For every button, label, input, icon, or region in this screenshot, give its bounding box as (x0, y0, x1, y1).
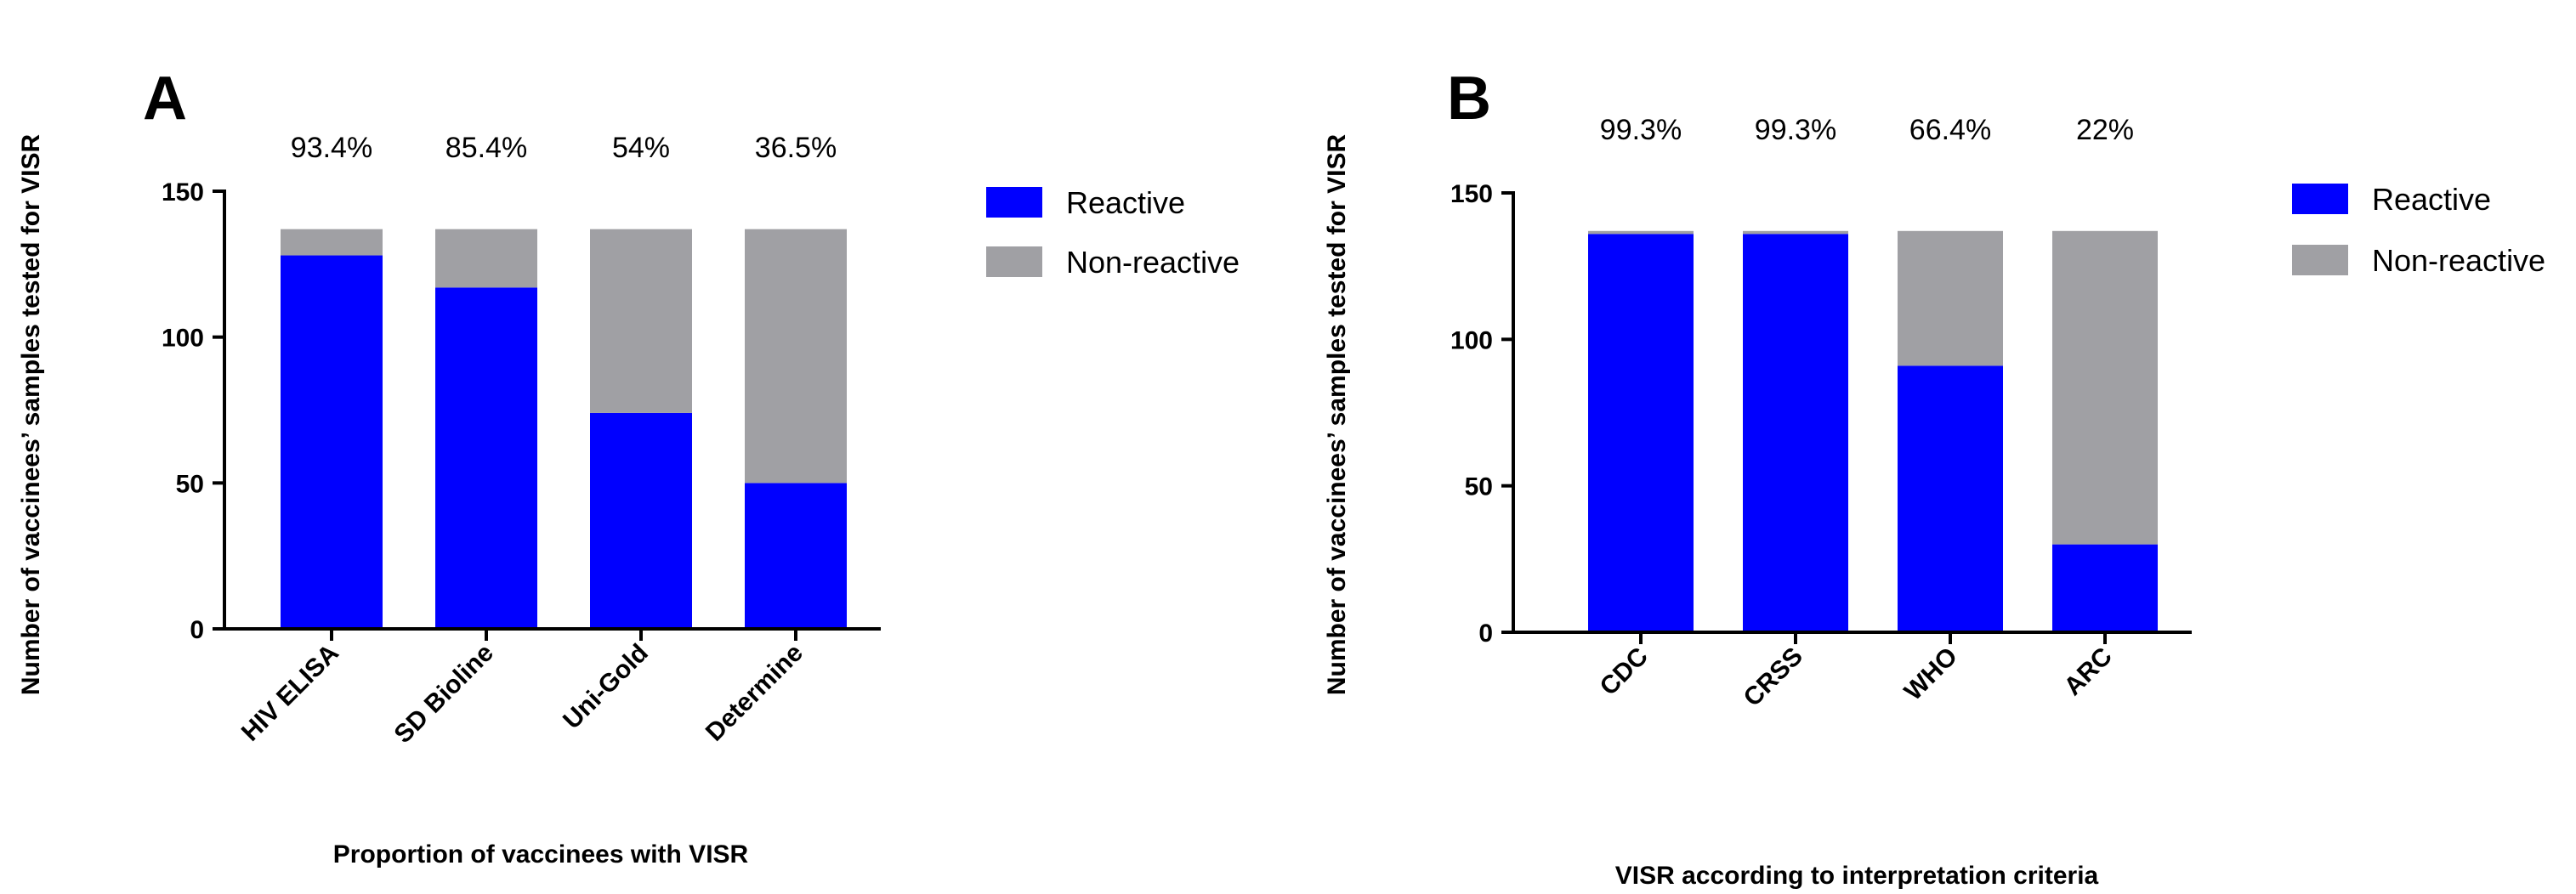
panel-letter-b: B (1447, 65, 1491, 133)
legend-label-non-reactive-b: Non-reactive (2372, 243, 2545, 278)
chart-panel-b: B 99.3% 99.3% 66.4% 22% 0 50 100 150 CDC CRSS WH… (1323, 65, 2545, 890)
x-axis-title-b: VISR according to interpretation criteri… (1615, 862, 2099, 890)
percent-labels-a: 93.4% 85.4% 54% 36.5% (291, 132, 837, 164)
axes-b (1512, 191, 2192, 634)
x-tick-label-determine-a: Determine (701, 639, 809, 747)
x-tick-label-sd-bioline-a: SD Bioline (389, 639, 499, 749)
percent-label-determine-a: 36.5% (755, 132, 837, 164)
y-tick-label-150-b: 150 (1450, 180, 1493, 208)
y-tick-label-150-a: 150 (162, 178, 204, 207)
x-tick-label-crss-b: CRSS (1739, 642, 1808, 712)
y-tick-label-0-a: 0 (190, 616, 204, 644)
panel-letter-a: A (143, 65, 187, 133)
legend-b: Reactive Non-reactive (2292, 182, 2545, 278)
percent-label-arc-b: 22% (2076, 114, 2134, 146)
y-tick-label-100-a: 100 (162, 325, 204, 353)
percent-label-who-b: 66.4% (1909, 114, 1991, 146)
y-tick-label-50-b: 50 (1465, 473, 1493, 501)
bar-non-reactive-arc-b (2052, 230, 2158, 545)
bar-reactive-arc-b (2052, 544, 2158, 632)
bars-b (1588, 230, 2158, 632)
bar-reactive-hiv-elisa-a (281, 255, 383, 629)
x-tick-label-hiv-elisa-a: HIV ELISA (236, 639, 344, 747)
legend-label-reactive-b: Reactive (2372, 182, 2491, 217)
legend-label-non-reactive-a: Non-reactive (1066, 245, 1240, 280)
bar-non-reactive-who-b (1898, 230, 2003, 366)
bar-reactive-determine-a (745, 483, 847, 629)
bars-a (281, 229, 847, 629)
x-tick-label-uni-gold-a: Uni-Gold (558, 639, 654, 735)
legend-a: Reactive Non-reactive (986, 185, 1240, 280)
y-tick-label-100-b: 100 (1450, 326, 1493, 354)
percent-label-cdc-b: 99.3% (1600, 114, 1682, 146)
y-axis-title-b: Number of vaccinees’ samples tested for … (1323, 134, 1351, 696)
y-axis-title-a: Number of vaccinees’ samples tested for … (17, 134, 45, 696)
y-ticks-b: 0 50 100 150 (1450, 180, 1513, 648)
bar-reactive-who-b (1898, 365, 2003, 632)
bar-reactive-sd-bioline-a (435, 287, 537, 629)
x-ticks-a: HIV ELISA SD Bioline Uni-Gold Determine (236, 629, 809, 749)
x-tick-label-arc-b: ARC (2059, 642, 2118, 701)
legend-swatch-non-reactive-a (986, 246, 1042, 277)
percent-label-sd-bioline-a: 85.4% (445, 132, 527, 164)
bar-reactive-cdc-b (1588, 234, 1694, 632)
legend-swatch-reactive-a (986, 187, 1042, 218)
bar-reactive-uni-gold-a (590, 412, 692, 629)
y-ticks-a: 0 50 100 150 (162, 178, 224, 644)
x-tick-label-cdc-b: CDC (1595, 642, 1654, 701)
bar-reactive-crss-b (1743, 234, 1848, 632)
x-ticks-b: CDC CRSS WHO ARC (1595, 632, 2118, 712)
chart-panel-a: A 93.4% 85.4% 54% 36.5% 0 50 100 150 HIV ELISA… (17, 65, 1240, 869)
y-tick-label-0-b: 0 (1478, 620, 1493, 648)
legend-label-reactive-a: Reactive (1066, 185, 1185, 220)
percent-labels-b: 99.3% 99.3% 66.4% 22% (1600, 114, 2134, 146)
bar-non-reactive-cdc-b (1588, 230, 1694, 235)
y-tick-label-50-a: 50 (176, 470, 204, 498)
legend-swatch-reactive-b (2292, 184, 2348, 214)
percent-label-hiv-elisa-a: 93.4% (291, 132, 372, 164)
percent-label-crss-b: 99.3% (1755, 114, 1836, 146)
bar-non-reactive-sd-bioline-a (435, 229, 537, 288)
bar-non-reactive-hiv-elisa-a (281, 229, 383, 256)
x-tick-label-who-b: WHO (1899, 642, 1963, 706)
percent-label-uni-gold-a: 54% (612, 132, 670, 164)
x-axis-title-a: Proportion of vaccinees with VISR (333, 840, 749, 869)
legend-swatch-non-reactive-b (2292, 245, 2348, 275)
bar-non-reactive-crss-b (1743, 230, 1848, 235)
bar-non-reactive-determine-a (745, 229, 847, 484)
bar-non-reactive-uni-gold-a (590, 229, 692, 413)
